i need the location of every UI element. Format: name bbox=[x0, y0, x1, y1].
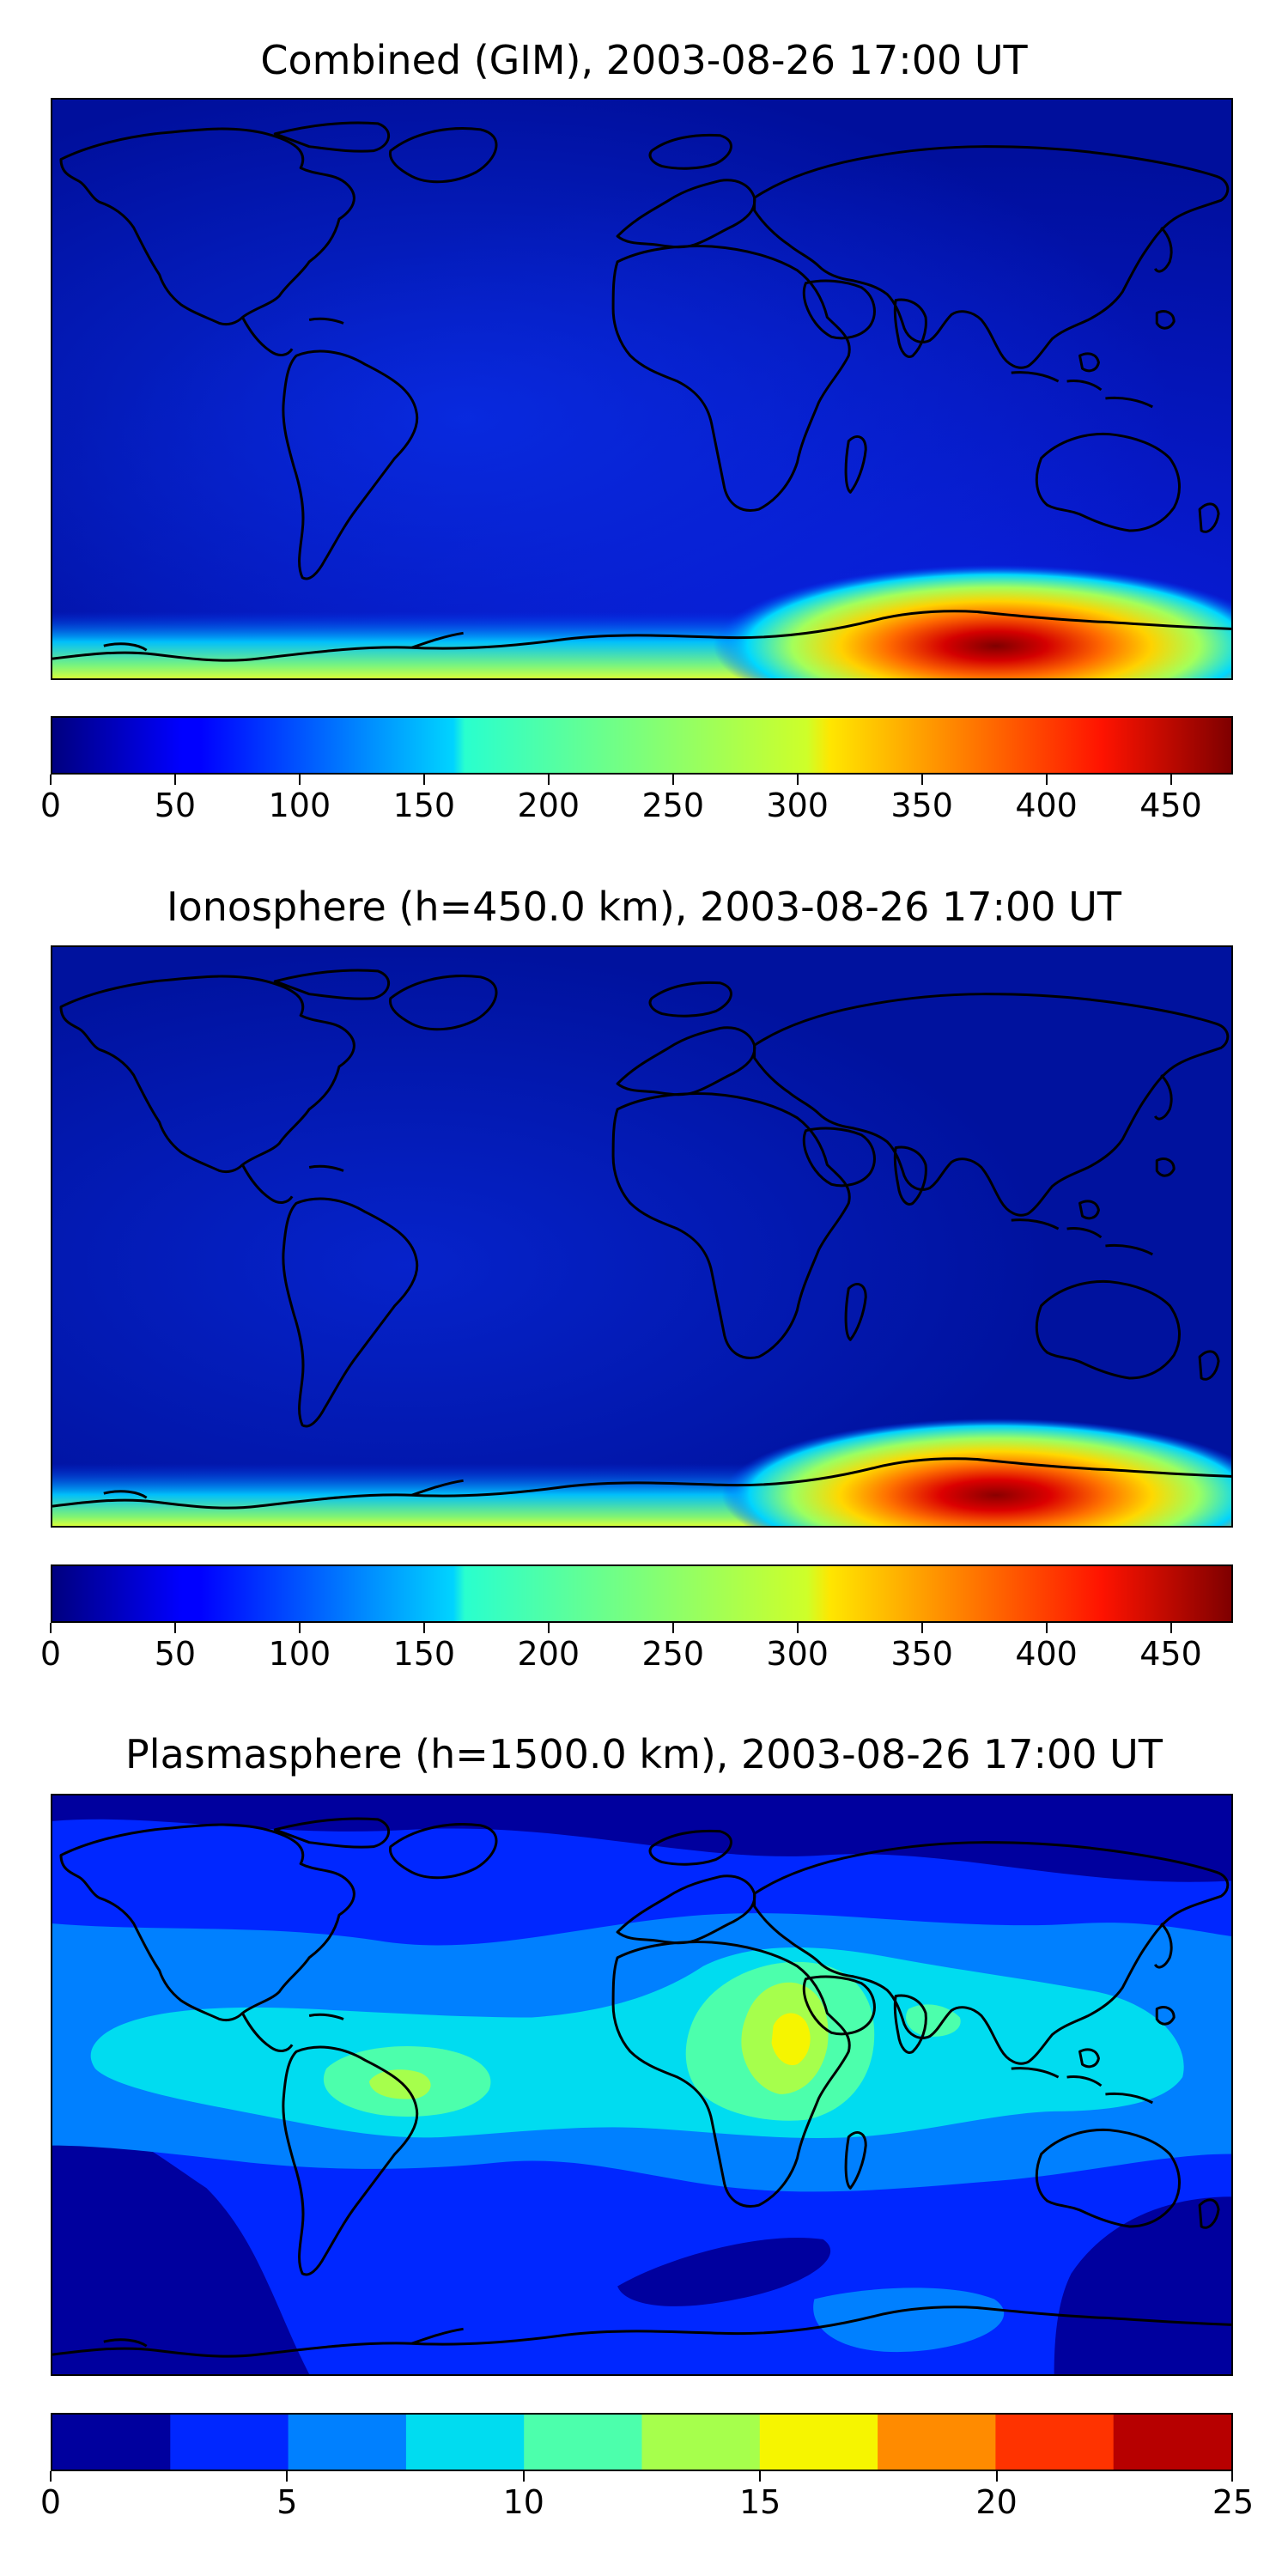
colorbar-level bbox=[524, 2415, 642, 2470]
colorbar-tick-label: 250 bbox=[641, 1635, 704, 1673]
colorbar-tick bbox=[1045, 1623, 1048, 1633]
colorbar-tick-label: 25 bbox=[1212, 2483, 1255, 2521]
colorbar-level bbox=[288, 2415, 407, 2470]
colorbar-tick bbox=[522, 2471, 525, 2482]
colorbar-tick-label: 300 bbox=[766, 787, 829, 824]
colorbar-tick bbox=[995, 2471, 998, 2482]
colorbar-tick bbox=[173, 1623, 176, 1633]
colorbar-level bbox=[1113, 2415, 1231, 2470]
colorbar-tick bbox=[298, 775, 301, 785]
colorbar-level bbox=[641, 2415, 761, 2470]
colorbar-ionosphere bbox=[51, 1564, 1233, 1623]
colorbar-tick bbox=[671, 1623, 674, 1633]
colorbar-ticks: 0 50 100 150 200 250 300 350 400 450 bbox=[40, 775, 1233, 826]
colorbar-combined bbox=[51, 716, 1233, 775]
panel-title: Plasmasphere (h=1500.0 km), 2003-08-26 1… bbox=[125, 1731, 1163, 1777]
colorbar-tick-label: 200 bbox=[517, 1635, 580, 1673]
colorbar-tick bbox=[796, 1623, 799, 1633]
colorbar-tick bbox=[920, 1623, 923, 1633]
colorbar-tick-label: 0 bbox=[39, 2483, 62, 2521]
colorbar-tick bbox=[1045, 775, 1048, 785]
colorbar-tick bbox=[50, 775, 52, 785]
colorbar-tick bbox=[298, 1623, 301, 1633]
colorbar-tick-label: 100 bbox=[268, 1635, 331, 1673]
colorbar-tick-label: 0 bbox=[39, 1635, 62, 1673]
colorbar-tick-label: 450 bbox=[1139, 1635, 1202, 1673]
colorbar-level bbox=[995, 2415, 1115, 2470]
colorbar-tick-label: 50 bbox=[154, 787, 197, 824]
tec-map bbox=[52, 947, 1231, 1526]
colorbar-tick bbox=[547, 775, 550, 785]
panel-title: Combined (GIM), 2003-08-26 17:00 UT bbox=[260, 37, 1028, 83]
colorbar-tick-label: 10 bbox=[502, 2483, 544, 2521]
colorbar-tick bbox=[759, 2471, 762, 2482]
colorbar-tick bbox=[173, 775, 176, 785]
colorbar-tick-label: 5 bbox=[276, 2483, 298, 2521]
colorbar-level bbox=[878, 2415, 996, 2470]
colorbar-tick-label: 450 bbox=[1139, 787, 1202, 824]
colorbar-tick bbox=[422, 1623, 425, 1633]
colorbar-tick bbox=[1170, 1623, 1172, 1633]
colorbar-tick bbox=[920, 775, 923, 785]
colorbar-tick bbox=[50, 2471, 52, 2482]
colorbar-tick-label: 20 bbox=[975, 2483, 1018, 2521]
tec-map bbox=[52, 100, 1231, 678]
colorbar-level bbox=[759, 2415, 878, 2470]
colorbar-ticks: 0 50 100 150 200 250 300 350 400 450 bbox=[40, 1623, 1233, 1674]
colorbar-tick bbox=[286, 2471, 289, 2482]
map-combined bbox=[51, 98, 1233, 680]
colorbar-tick bbox=[671, 775, 674, 785]
colorbar-tick bbox=[50, 1623, 52, 1633]
colorbar-tick-label: 350 bbox=[890, 787, 953, 824]
colorbar-plasmasphere bbox=[51, 2413, 1233, 2471]
colorbar-tick bbox=[1170, 775, 1172, 785]
colorbar-tick-label: 200 bbox=[517, 787, 580, 824]
colorbar-tick bbox=[547, 1623, 550, 1633]
colorbar-tick-label: 15 bbox=[739, 2483, 781, 2521]
map-ionosphere bbox=[51, 945, 1233, 1528]
colorbar-tick-label: 350 bbox=[890, 1635, 953, 1673]
colorbar-tick-label: 100 bbox=[268, 787, 331, 824]
colorbar-tick-label: 0 bbox=[39, 787, 62, 824]
colorbar-tick bbox=[1231, 2471, 1233, 2482]
colorbar-level bbox=[52, 2415, 171, 2470]
colorbar-tick-label: 150 bbox=[392, 787, 456, 824]
colorbar-ticks: 0 5 10 15 20 25 bbox=[40, 2471, 1254, 2523]
colorbar-level bbox=[170, 2415, 289, 2470]
colorbar-tick bbox=[796, 775, 799, 785]
colorbar-tick-label: 400 bbox=[1015, 787, 1078, 824]
colorbar-tick-label: 250 bbox=[641, 787, 704, 824]
tec-contour-map bbox=[52, 1795, 1231, 2374]
colorbar-tick bbox=[422, 775, 425, 785]
colorbar-tick-label: 150 bbox=[392, 1635, 456, 1673]
colorbar-tick-label: 50 bbox=[154, 1635, 197, 1673]
panel-title: Ionosphere (h=450.0 km), 2003-08-26 17:0… bbox=[167, 884, 1121, 930]
colorbar-level bbox=[405, 2415, 525, 2470]
colorbar-tick-label: 300 bbox=[766, 1635, 829, 1673]
colorbar-tick-label: 400 bbox=[1015, 1635, 1078, 1673]
map-plasmasphere bbox=[51, 1794, 1233, 2376]
